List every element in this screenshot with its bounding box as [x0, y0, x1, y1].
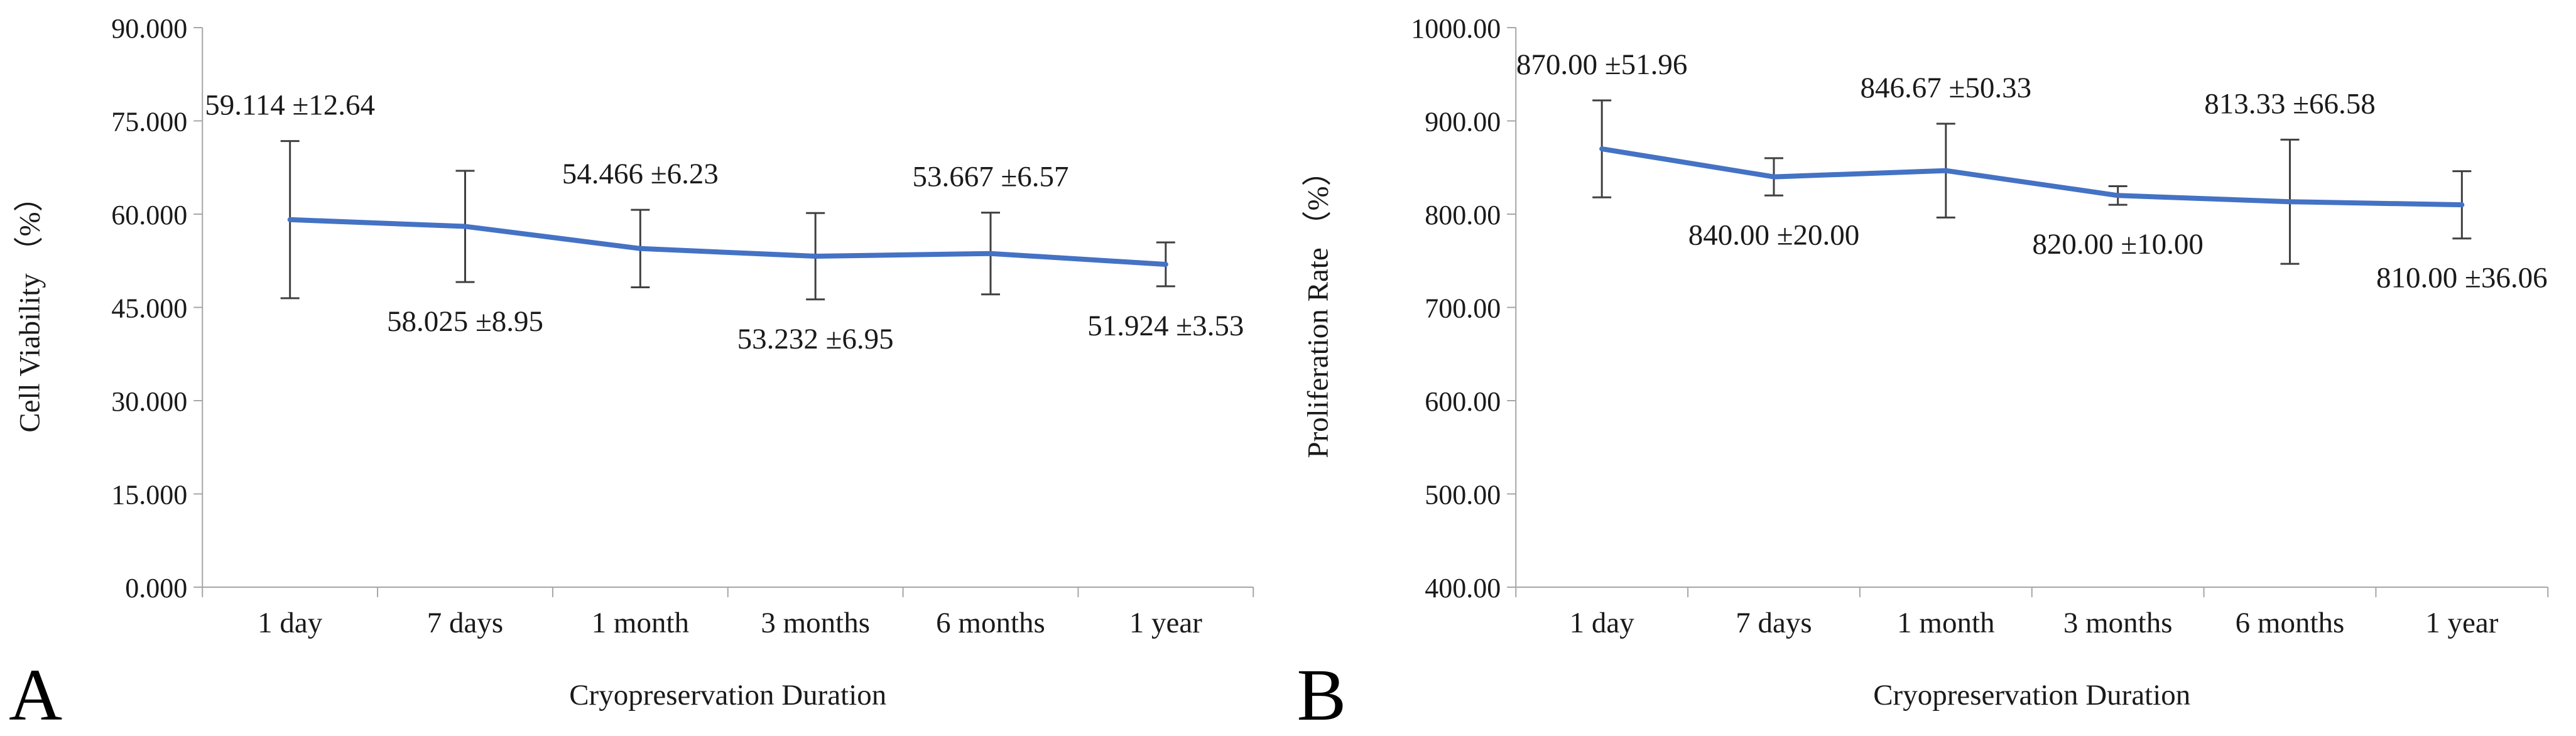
point-annotation: 813.33 ±66.58	[2204, 87, 2376, 120]
point-annotation: 53.232 ±6.95	[737, 323, 894, 355]
point-annotation: 840.00 ±20.00	[1688, 219, 1859, 251]
data-line	[290, 220, 1166, 264]
y-tick-label: 800.00	[1425, 200, 1501, 230]
y-tick-label: 60.000	[111, 200, 187, 230]
y-tick-label: 700.00	[1425, 293, 1501, 324]
x-category-label: 3 months	[761, 607, 870, 639]
panel-b-letter: B	[1297, 658, 1347, 732]
panel-a-letter: A	[9, 658, 62, 732]
y-tick-label: 90.000	[111, 13, 187, 44]
cell-viability-chart: 0.000 15.000 30.000 45.000 60.000 75.000 90.00…	[0, 0, 1288, 733]
x-category-label: 1 day	[258, 607, 323, 639]
panel-a: 0.000 15.000 30.000 45.000 60.000 75.000 90.00…	[0, 0, 1288, 733]
y-axis-title: Proliferation Rate （%）	[1302, 156, 1334, 458]
x-category-label: 1 year	[2425, 607, 2498, 639]
x-category-label: 1 year	[1129, 607, 1202, 639]
point-annotation: 820.00 ±10.00	[2032, 228, 2204, 261]
y-tick-label: 45.000	[111, 293, 187, 324]
x-category-label: 1 month	[1897, 607, 1994, 639]
point-annotation: 870.00 ±51.96	[1516, 48, 1687, 81]
data-line	[1602, 149, 2462, 205]
x-axis-title: Cryopreservation Duration	[569, 679, 886, 712]
x-category-label: 7 days	[427, 607, 503, 639]
y-tick-label: 400.00	[1425, 573, 1501, 603]
point-annotation: 51.924 ±3.53	[1087, 310, 1244, 342]
x-category-label: 6 months	[2235, 607, 2344, 639]
x-category-label: 1 month	[592, 607, 689, 639]
point-annotation: 58.025 ±8.95	[387, 305, 543, 338]
x-category-label: 7 days	[1736, 607, 1812, 639]
point-annotations: 870.00 ±51.96 840.00 ±20.00 846.67 ±50.33 8…	[1516, 48, 2547, 295]
y-axis-title: Cell Viability （%）	[13, 182, 46, 432]
point-annotation: 59.114 ±12.64	[205, 89, 375, 122]
y-tick-label: 1000.00	[1411, 13, 1501, 44]
y-tick-label: 900.00	[1425, 107, 1501, 138]
y-tick-label: 500.00	[1425, 480, 1501, 511]
point-annotation: 846.67 ±50.33	[1860, 72, 2031, 104]
x-axis-title: Cryopreservation Duration	[1873, 679, 2190, 712]
y-tick-label: 600.00	[1425, 386, 1501, 417]
proliferation-rate-chart: 400.00 500.00 600.00 700.00 800.00 900.00 1000…	[1288, 0, 2576, 733]
y-tick-label: 75.000	[111, 107, 187, 138]
axes: 0.000 15.000 30.000 45.000 60.000 75.000 90.00…	[13, 13, 1253, 712]
point-annotation: 53.667 ±6.57	[912, 161, 1068, 193]
x-category-label: 6 months	[936, 607, 1045, 639]
x-category-label: 3 months	[2063, 607, 2172, 639]
y-tick-label: 30.000	[111, 386, 187, 417]
chart-svg: 0.000 15.000 30.000 45.000 60.000 75.000 90.00…	[0, 0, 1288, 733]
y-tick-label: 15.000	[111, 480, 187, 511]
point-annotation: 54.466 ±6.23	[562, 158, 719, 190]
y-tick-label: 0.000	[125, 573, 187, 603]
x-category-label: 1 day	[1569, 607, 1634, 639]
chart-svg: 400.00 500.00 600.00 700.00 800.00 900.00 1000…	[1288, 0, 2576, 733]
point-annotation: 810.00 ±36.06	[2376, 262, 2548, 295]
panel-b: 400.00 500.00 600.00 700.00 800.00 900.00 1000…	[1288, 0, 2576, 733]
